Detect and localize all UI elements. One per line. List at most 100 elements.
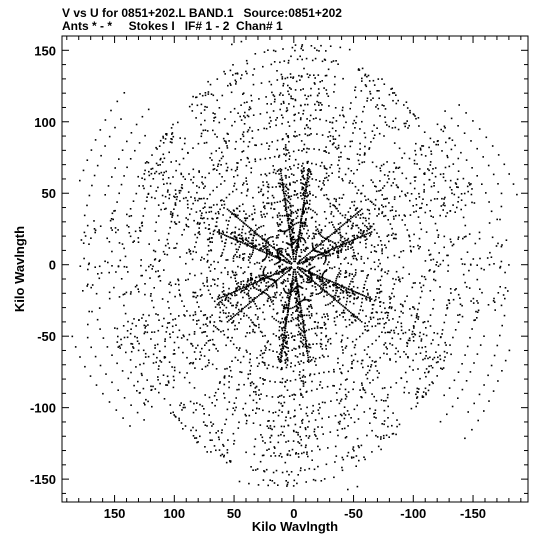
uv-point xyxy=(452,204,454,206)
uv-point xyxy=(442,204,445,206)
uv-point xyxy=(380,275,383,278)
uv-point xyxy=(327,355,329,358)
uv-point xyxy=(301,232,303,235)
uv-point xyxy=(351,278,354,280)
uv-point xyxy=(178,419,180,422)
uv-point xyxy=(332,384,334,387)
uv-point xyxy=(293,164,295,167)
uv-point xyxy=(352,122,354,125)
uv-point xyxy=(234,236,237,239)
uv-point xyxy=(329,121,331,123)
uv-point xyxy=(282,94,284,96)
uv-point xyxy=(340,288,342,291)
uv-point xyxy=(336,283,339,285)
uv-point xyxy=(320,109,322,111)
uv-point xyxy=(397,350,399,353)
uv-point xyxy=(184,315,186,317)
uv-point xyxy=(253,232,256,234)
uv-point xyxy=(226,367,228,370)
uv-point xyxy=(415,153,417,156)
uv-point xyxy=(238,288,240,291)
uv-point xyxy=(301,175,304,178)
uv-point xyxy=(227,293,230,296)
uv-point xyxy=(252,251,254,254)
uv-point xyxy=(435,361,438,364)
uv-point xyxy=(352,302,355,305)
uv-point xyxy=(216,169,218,171)
uv-point xyxy=(309,271,312,274)
uv-point xyxy=(238,237,241,240)
uv-point xyxy=(278,358,280,360)
uv-point xyxy=(237,427,240,429)
uv-point xyxy=(306,124,308,126)
uv-point xyxy=(363,295,366,297)
uv-point xyxy=(256,308,259,310)
uv-point xyxy=(369,225,371,227)
uv-point xyxy=(304,192,306,195)
uv-point xyxy=(306,347,308,350)
uv-point xyxy=(210,249,213,252)
uv-point xyxy=(368,356,371,359)
uv-point xyxy=(352,239,355,241)
uv-point xyxy=(356,207,359,209)
uv-point xyxy=(282,84,284,87)
uv-point xyxy=(268,253,271,256)
uv-point xyxy=(308,300,310,302)
uv-point xyxy=(386,181,389,184)
uv-point xyxy=(307,76,310,79)
uv-point xyxy=(357,318,360,320)
uv-point xyxy=(305,188,307,190)
uv-point xyxy=(222,309,224,312)
uv-point xyxy=(144,356,147,358)
uv-point xyxy=(297,318,299,320)
uv-point xyxy=(375,399,378,402)
uv-point xyxy=(292,306,294,309)
uv-point xyxy=(381,268,383,270)
uv-point xyxy=(408,234,410,237)
uv-point xyxy=(314,220,317,223)
uv-point xyxy=(271,252,273,254)
uv-point xyxy=(272,296,274,298)
uv-point xyxy=(260,349,262,352)
uv-point xyxy=(194,274,196,277)
uv-point xyxy=(352,290,355,292)
uv-point xyxy=(276,117,278,119)
uv-point xyxy=(362,309,364,312)
uv-point xyxy=(220,255,222,257)
uv-point xyxy=(208,361,210,364)
uv-point xyxy=(199,210,201,212)
uv-point xyxy=(200,259,202,261)
uv-point xyxy=(356,212,358,214)
uv-point xyxy=(281,78,284,80)
uv-point xyxy=(331,281,333,283)
uv-point xyxy=(210,451,212,453)
uv-point xyxy=(369,227,372,229)
uv-point xyxy=(284,461,287,464)
uv-point xyxy=(325,258,327,260)
uv-point xyxy=(334,228,337,231)
uv-point xyxy=(253,391,255,393)
uv-point xyxy=(419,282,421,284)
uv-point xyxy=(220,271,223,274)
uv-point xyxy=(464,204,467,207)
uv-point xyxy=(446,254,448,257)
uv-point xyxy=(309,127,312,130)
uv-point xyxy=(267,340,269,342)
uv-point xyxy=(260,434,262,436)
uv-point xyxy=(425,392,427,394)
uv-point xyxy=(224,118,226,120)
uv-point xyxy=(244,111,246,114)
uv-point xyxy=(97,273,99,275)
uv-point xyxy=(220,183,222,185)
uv-point xyxy=(183,305,185,307)
uv-point xyxy=(327,281,329,283)
uv-point xyxy=(325,250,328,253)
uv-point xyxy=(277,272,280,275)
uv-point xyxy=(314,286,317,288)
uv-point xyxy=(352,225,354,227)
uv-point xyxy=(360,200,362,203)
uv-point xyxy=(300,392,302,395)
uv-point xyxy=(195,211,198,213)
uv-point xyxy=(286,353,288,356)
uv-point xyxy=(292,273,295,275)
